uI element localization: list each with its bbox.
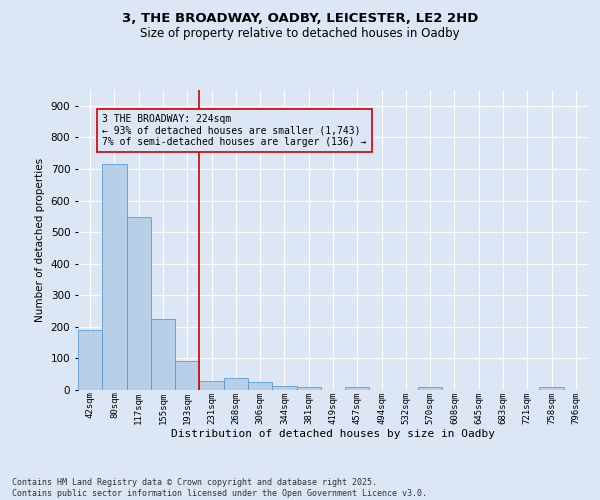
Text: 3, THE BROADWAY, OADBY, LEICESTER, LE2 2HD: 3, THE BROADWAY, OADBY, LEICESTER, LE2 2… (122, 12, 478, 26)
Bar (151, 319, 175, 390)
X-axis label: Distribution of detached houses by size in Oadby: Distribution of detached houses by size … (171, 429, 495, 439)
Bar (102, 164, 127, 390)
Bar (199, 380, 224, 390)
Bar (296, 387, 321, 390)
Bar (418, 388, 442, 390)
Bar (345, 387, 370, 390)
Bar (224, 378, 248, 390)
Bar (248, 382, 272, 390)
Bar (78, 330, 102, 390)
Text: Size of property relative to detached houses in Oadby: Size of property relative to detached ho… (140, 28, 460, 40)
Y-axis label: Number of detached properties: Number of detached properties (35, 158, 45, 322)
Text: 3 THE BROADWAY: 224sqm
← 93% of detached houses are smaller (1,743)
7% of semi-d: 3 THE BROADWAY: 224sqm ← 93% of detached… (102, 114, 367, 147)
Text: Contains HM Land Registry data © Crown copyright and database right 2025.
Contai: Contains HM Land Registry data © Crown c… (12, 478, 427, 498)
Bar (539, 387, 564, 390)
Bar (272, 386, 296, 390)
Bar (127, 218, 151, 390)
Bar (175, 362, 199, 390)
